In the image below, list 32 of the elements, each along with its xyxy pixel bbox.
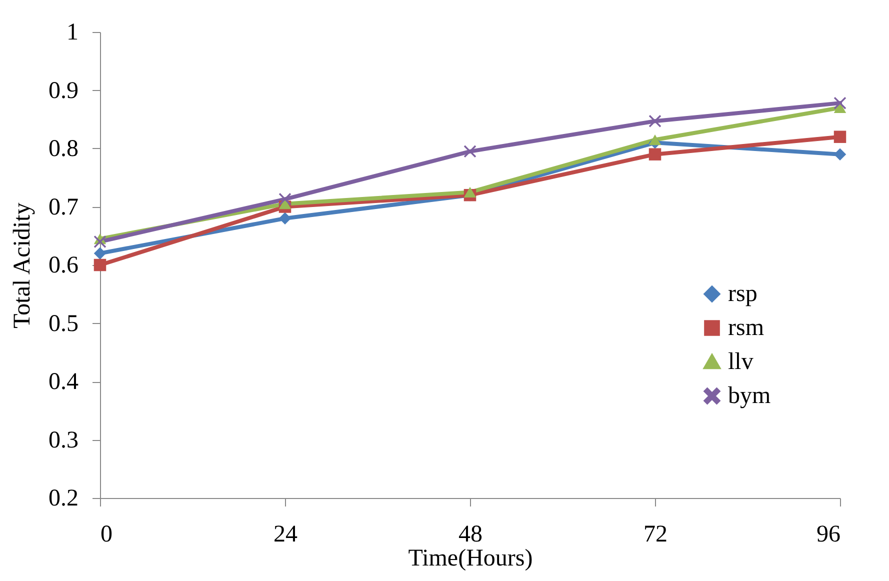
y-tick-label: 0.3 bbox=[48, 427, 78, 454]
y-tick-label: 0.5 bbox=[48, 310, 78, 337]
legend-label: llv bbox=[728, 349, 754, 375]
point bbox=[648, 115, 662, 128]
legend-label: bym bbox=[728, 383, 771, 409]
x-tick-label: 96 bbox=[816, 522, 840, 548]
point bbox=[94, 258, 106, 272]
y-tick-label: 0.6 bbox=[48, 252, 78, 278]
x-tick-label: 0 bbox=[100, 522, 112, 548]
point bbox=[648, 148, 662, 160]
x-axis-title: Time(Hours) bbox=[408, 546, 533, 572]
point bbox=[464, 145, 476, 158]
y-tick-label: 0.4 bbox=[48, 369, 78, 395]
x-tick-label: 48 bbox=[458, 522, 482, 548]
y-tick-label: 0.9 bbox=[48, 78, 78, 104]
point bbox=[278, 193, 292, 206]
point bbox=[94, 236, 106, 248]
y-tick-label: 0.2 bbox=[48, 486, 78, 512]
point bbox=[278, 212, 292, 225]
point bbox=[464, 186, 476, 198]
point bbox=[834, 130, 846, 143]
point bbox=[834, 96, 846, 110]
y-tick-label: 1 bbox=[66, 20, 78, 46]
y-tick-label: 0.8 bbox=[48, 136, 78, 162]
x-tick-label: 72 bbox=[644, 522, 668, 548]
point bbox=[94, 247, 106, 260]
x-tick-label: 24 bbox=[274, 522, 298, 548]
y-axis-title: Total Acidity bbox=[10, 202, 36, 328]
legend-label: rsm bbox=[728, 315, 764, 341]
point bbox=[648, 134, 662, 146]
y-tick-label: 0.7 bbox=[48, 194, 78, 220]
legend-label: rsp bbox=[728, 281, 758, 307]
